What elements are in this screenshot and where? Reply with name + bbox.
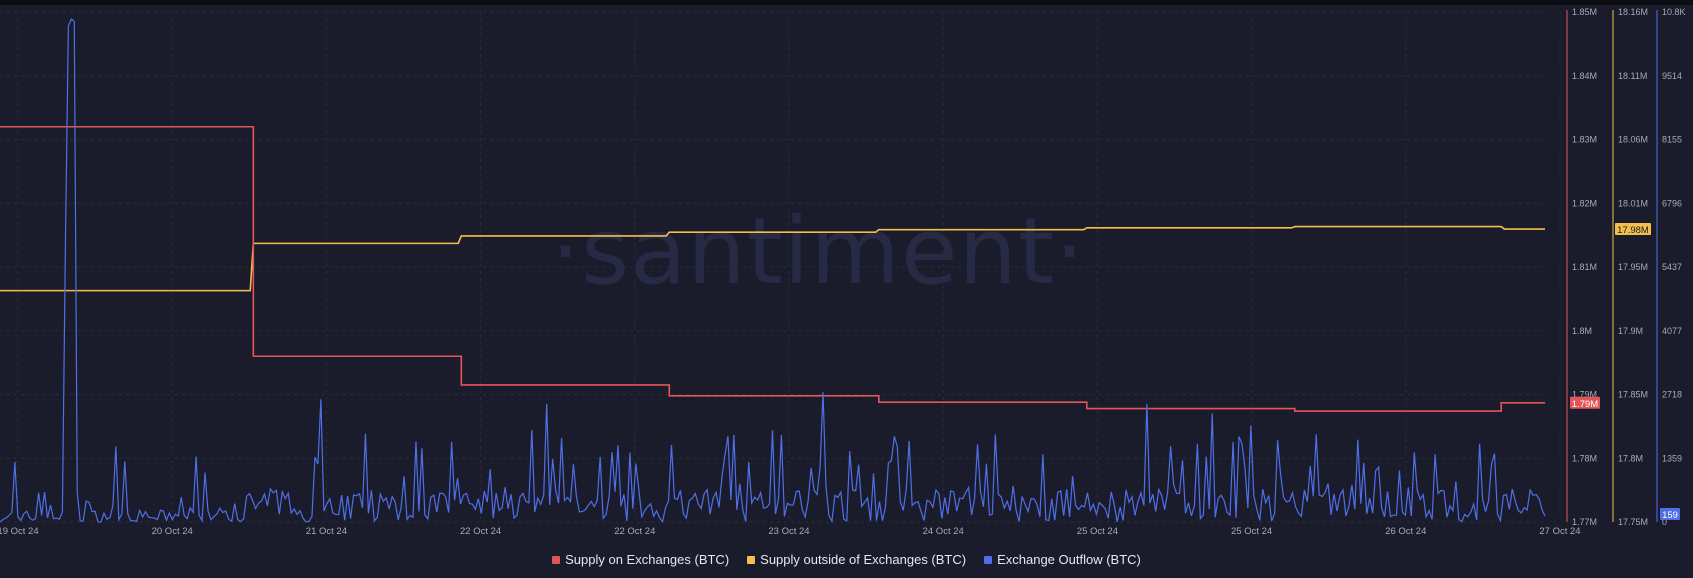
axis-tick-label: 1.78M — [1572, 453, 1597, 463]
series-line-exchange-outflow — [0, 18, 1546, 524]
current-value-supply-outside-bg — [1615, 223, 1651, 236]
axis-tick-label: 2718 — [1662, 390, 1682, 400]
axis-tick-label: 8155 — [1662, 135, 1682, 145]
legend-label: Exchange Outflow (BTC) — [997, 552, 1141, 567]
current-value-outflow: 159 — [1662, 510, 1678, 521]
x-tick-label: 20 Oct 24 — [152, 526, 193, 537]
legend-item-exchange-outflow[interactable]: Exchange Outflow (BTC) — [984, 552, 1141, 567]
top-border — [0, 0, 1693, 5]
legend-label: Supply outside of Exchanges (BTC) — [760, 552, 967, 567]
series-line-supply-outside — [0, 225, 1545, 292]
x-tick-label: 23 Oct 24 — [768, 526, 809, 537]
axis-tick-label: 1.8M — [1572, 326, 1592, 336]
legend-label: Supply on Exchanges (BTC) — [565, 552, 730, 567]
legend-swatch-yellow-icon — [747, 555, 756, 564]
x-tick-label: 24 Oct 24 — [923, 526, 964, 537]
legend-item-supply-outside-exchanges[interactable]: Supply outside of Exchanges (BTC) — [747, 552, 966, 567]
axis-tick-label: 18.16M — [1618, 7, 1648, 17]
x-tick-label: 22 Oct 24 — [614, 526, 655, 537]
axis-tick-label: 17.9M — [1618, 326, 1643, 336]
current-value-supply-outside: 17.98M — [1617, 225, 1649, 236]
axis-tick-label: 0 — [1662, 517, 1667, 527]
axis-tick-label: 1359 — [1662, 453, 1682, 463]
axis-tick-label: 5437 — [1662, 262, 1682, 272]
axis-tick-label: 10.8K — [1662, 7, 1686, 17]
series-line-supply-on — [0, 125, 1545, 412]
legend-swatch-blue-icon — [984, 555, 993, 564]
chart-area: ·santiment· 1.85M 1.84M 1.83M 1.82M 1.81M 1.8M… — [0, 7, 1686, 537]
x-tick-label: 21 Oct 24 — [306, 526, 347, 537]
legend: Supply on Exchanges (BTC) Supply outside… — [0, 552, 1693, 567]
axis-tick-label: 17.75M — [1618, 517, 1648, 527]
axis-tick-label: 1.84M — [1572, 71, 1597, 81]
axis-tick-label: 9514 — [1662, 71, 1682, 81]
watermark-text: ·santiment· — [551, 198, 1085, 305]
axis-tick-label: 1.83M — [1572, 135, 1597, 145]
x-tick-label: 26 Oct 24 — [1385, 526, 1426, 537]
axis-tick-label: 18.11M — [1618, 71, 1647, 81]
x-tick-label: 19 Oct 24 — [0, 526, 39, 537]
axis-tick-label: 1.77M — [1572, 517, 1597, 527]
legend-swatch-red-icon — [552, 555, 561, 564]
axis-tick-label: 1.79M — [1572, 390, 1597, 400]
current-value-supply-on: 1.79M — [1572, 399, 1598, 410]
x-tick-label: 25 Oct 24 — [1077, 526, 1118, 537]
axis-tick-label: 1.82M — [1572, 198, 1597, 208]
axis-tick-label: 17.8M — [1618, 453, 1643, 463]
axis-tick-label: 1.85M — [1572, 7, 1597, 17]
axis-tick-label: 6796 — [1662, 198, 1682, 208]
axis-tick-label: 17.85M — [1618, 390, 1648, 400]
legend-item-supply-on-exchanges[interactable]: Supply on Exchanges (BTC) — [552, 552, 729, 567]
axis-tick-label: 18.06M — [1618, 135, 1648, 145]
x-tick-label: 22 Oct 24 — [460, 526, 501, 537]
x-tick-label: 27 Oct 24 — [1539, 526, 1580, 537]
axis-tick-label: 18.01M — [1618, 198, 1648, 208]
axis-tick-label: 17.95M — [1618, 262, 1648, 272]
x-tick-label: 25 Oct 24 — [1231, 526, 1272, 537]
axis-tick-label: 1.81M — [1572, 262, 1597, 272]
current-value-supply-on-bg — [1570, 396, 1600, 409]
current-value-outflow-bg — [1660, 508, 1680, 520]
axis-tick-label: 4077 — [1662, 326, 1682, 336]
